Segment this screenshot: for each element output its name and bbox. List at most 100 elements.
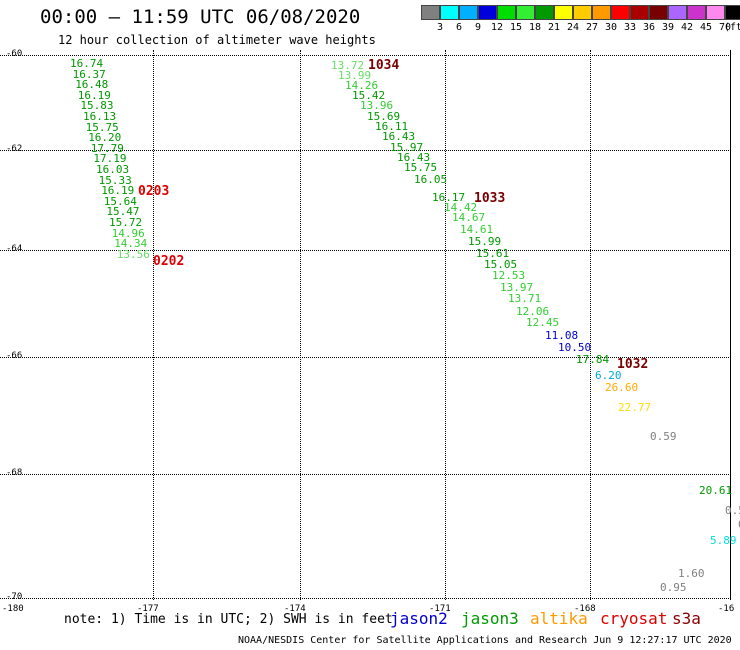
wave-height-value: 6.20 — [595, 369, 622, 382]
parallel-line — [0, 150, 731, 151]
legend-swatch — [459, 5, 478, 20]
latitude-label: -62 — [6, 144, 23, 154]
wave-height-value: 15.33 — [98, 173, 132, 187]
meridian-line — [153, 50, 154, 600]
wave-height-value: 16.20 — [88, 131, 122, 145]
latitude-label: -68 — [6, 468, 23, 478]
parallel-line — [0, 598, 731, 599]
satellite-jason3: jason3 — [461, 609, 519, 628]
wave-height-value: 15.47 — [106, 205, 140, 219]
wave-height-value: 14.26 — [345, 79, 379, 92]
wave-height-value: 0.5 — [725, 504, 740, 517]
legend-swatch — [535, 5, 554, 20]
legend-label: 24 — [566, 22, 580, 33]
legend-swatch — [421, 5, 440, 20]
wave-height-value: 12.45 — [526, 316, 560, 329]
legend-label: 39 — [661, 22, 675, 33]
wave-height-value: 20.61 — [699, 484, 733, 497]
legend-label: 42 — [680, 22, 694, 33]
latitude-label: -64 — [6, 244, 23, 254]
legend-swatch — [554, 5, 573, 20]
pass-time-label: 1034 — [368, 58, 400, 73]
wave-height-value: 22.77 — [618, 401, 652, 414]
legend-label: 27 — [585, 22, 599, 33]
wave-height-value: 13.71 — [508, 292, 542, 305]
legend-label: 70 — [718, 22, 732, 33]
pass-time-label: 1032 — [617, 357, 649, 372]
wave-height-value: 13.97 — [500, 281, 534, 294]
wave-height-value: 12.06 — [516, 305, 550, 318]
legend-swatch — [516, 5, 535, 20]
wave-height-value: 16.19 — [77, 88, 111, 102]
latitude-label: -70 — [6, 592, 23, 602]
wave-height-value: 15.42 — [352, 89, 386, 102]
wave-height-value: 16.43 — [397, 151, 431, 164]
satellite-cryosat: cryosat — [600, 609, 668, 628]
wave-height-value: 16.48 — [75, 78, 109, 92]
wave-height-value: 11.08 — [545, 329, 579, 342]
wave-height-value: 16.19 — [101, 184, 135, 198]
wave-height-value: 16.13 — [83, 110, 117, 123]
wave-height-value: 14.96 — [111, 226, 145, 240]
wave-height-value: 14.34 — [114, 237, 148, 251]
wave-height-value: 16.17 — [432, 191, 466, 204]
wave-height-value: 16.37 — [72, 67, 106, 81]
wave-height-value: 10.50 — [558, 341, 592, 354]
wave-height-value: 13.72 — [331, 59, 365, 72]
wave-height-value: 12.53 — [492, 269, 526, 282]
legend-swatch — [687, 5, 706, 20]
legend-swatch — [497, 5, 516, 20]
meridian-line — [590, 50, 591, 600]
legend-swatch — [649, 5, 668, 20]
wave-height-value: 16.03 — [96, 163, 130, 176]
wave-height-value: 14.42 — [444, 201, 478, 214]
wave-height-value: 26.60 — [605, 381, 639, 394]
legend-label: 45 — [699, 22, 713, 33]
longitude-label: -171 — [429, 604, 451, 614]
wave-height-value: 17.84 — [576, 353, 610, 366]
legend-label: 9 — [474, 22, 482, 33]
wave-height-value: 0 — [738, 518, 740, 531]
wave-height-value: 16.74 — [70, 57, 104, 70]
legend-label: 12 — [490, 22, 504, 33]
wave-height-value: 15.61 — [476, 247, 510, 260]
longitude-label: -16 — [718, 604, 735, 614]
credit-line: NOAA/NESDIS Center for Satellite Applica… — [238, 635, 732, 646]
wave-height-value: 14.67 — [452, 211, 486, 224]
wave-height-value: 13.99 — [338, 69, 372, 82]
legend-label: 3 — [436, 22, 444, 33]
wave-height-value: 15.64 — [103, 194, 137, 208]
legend-label: 6 — [455, 22, 463, 33]
satellite-altika: altika — [530, 609, 588, 628]
map-subtitle: 12 hour collection of altimeter wave hei… — [58, 33, 376, 47]
wave-height-value: 15.69 — [367, 110, 401, 123]
pass-time-label: 0203 — [138, 184, 170, 199]
map-plot-area — [0, 50, 731, 600]
legend-label: 36 — [642, 22, 656, 33]
parallel-line — [0, 55, 731, 56]
longitude-label: -168 — [574, 604, 596, 614]
pass-time-label: 0202 — [153, 254, 185, 269]
wave-height-value: 16.11 — [375, 120, 409, 133]
longitude-label: -180 — [2, 604, 24, 614]
wave-height-value: 15.75 — [404, 161, 438, 174]
legend-swatch — [706, 5, 725, 20]
legend-swatch — [478, 5, 497, 20]
latitude-label: -60 — [6, 49, 23, 59]
legend-label: 15 — [509, 22, 523, 33]
wave-height-value: 15.83 — [80, 99, 114, 113]
parallel-line — [0, 250, 731, 251]
legend-unit: (ft) — [723, 22, 740, 33]
pass-time-label: 1033 — [474, 191, 506, 206]
legend-swatch — [611, 5, 630, 20]
wave-height-value: 17.19 — [93, 152, 127, 166]
wave-height-value: 14.61 — [460, 223, 494, 236]
legend-label: 30 — [604, 22, 618, 33]
longitude-label: -174 — [284, 604, 306, 614]
wave-height-value: 15.99 — [468, 235, 502, 248]
legend-label: 21 — [547, 22, 561, 33]
legend-label: 33 — [623, 22, 637, 33]
legend-swatch — [592, 5, 611, 20]
wave-height-value: 16.05 — [414, 173, 448, 186]
legend-swatch — [630, 5, 649, 20]
